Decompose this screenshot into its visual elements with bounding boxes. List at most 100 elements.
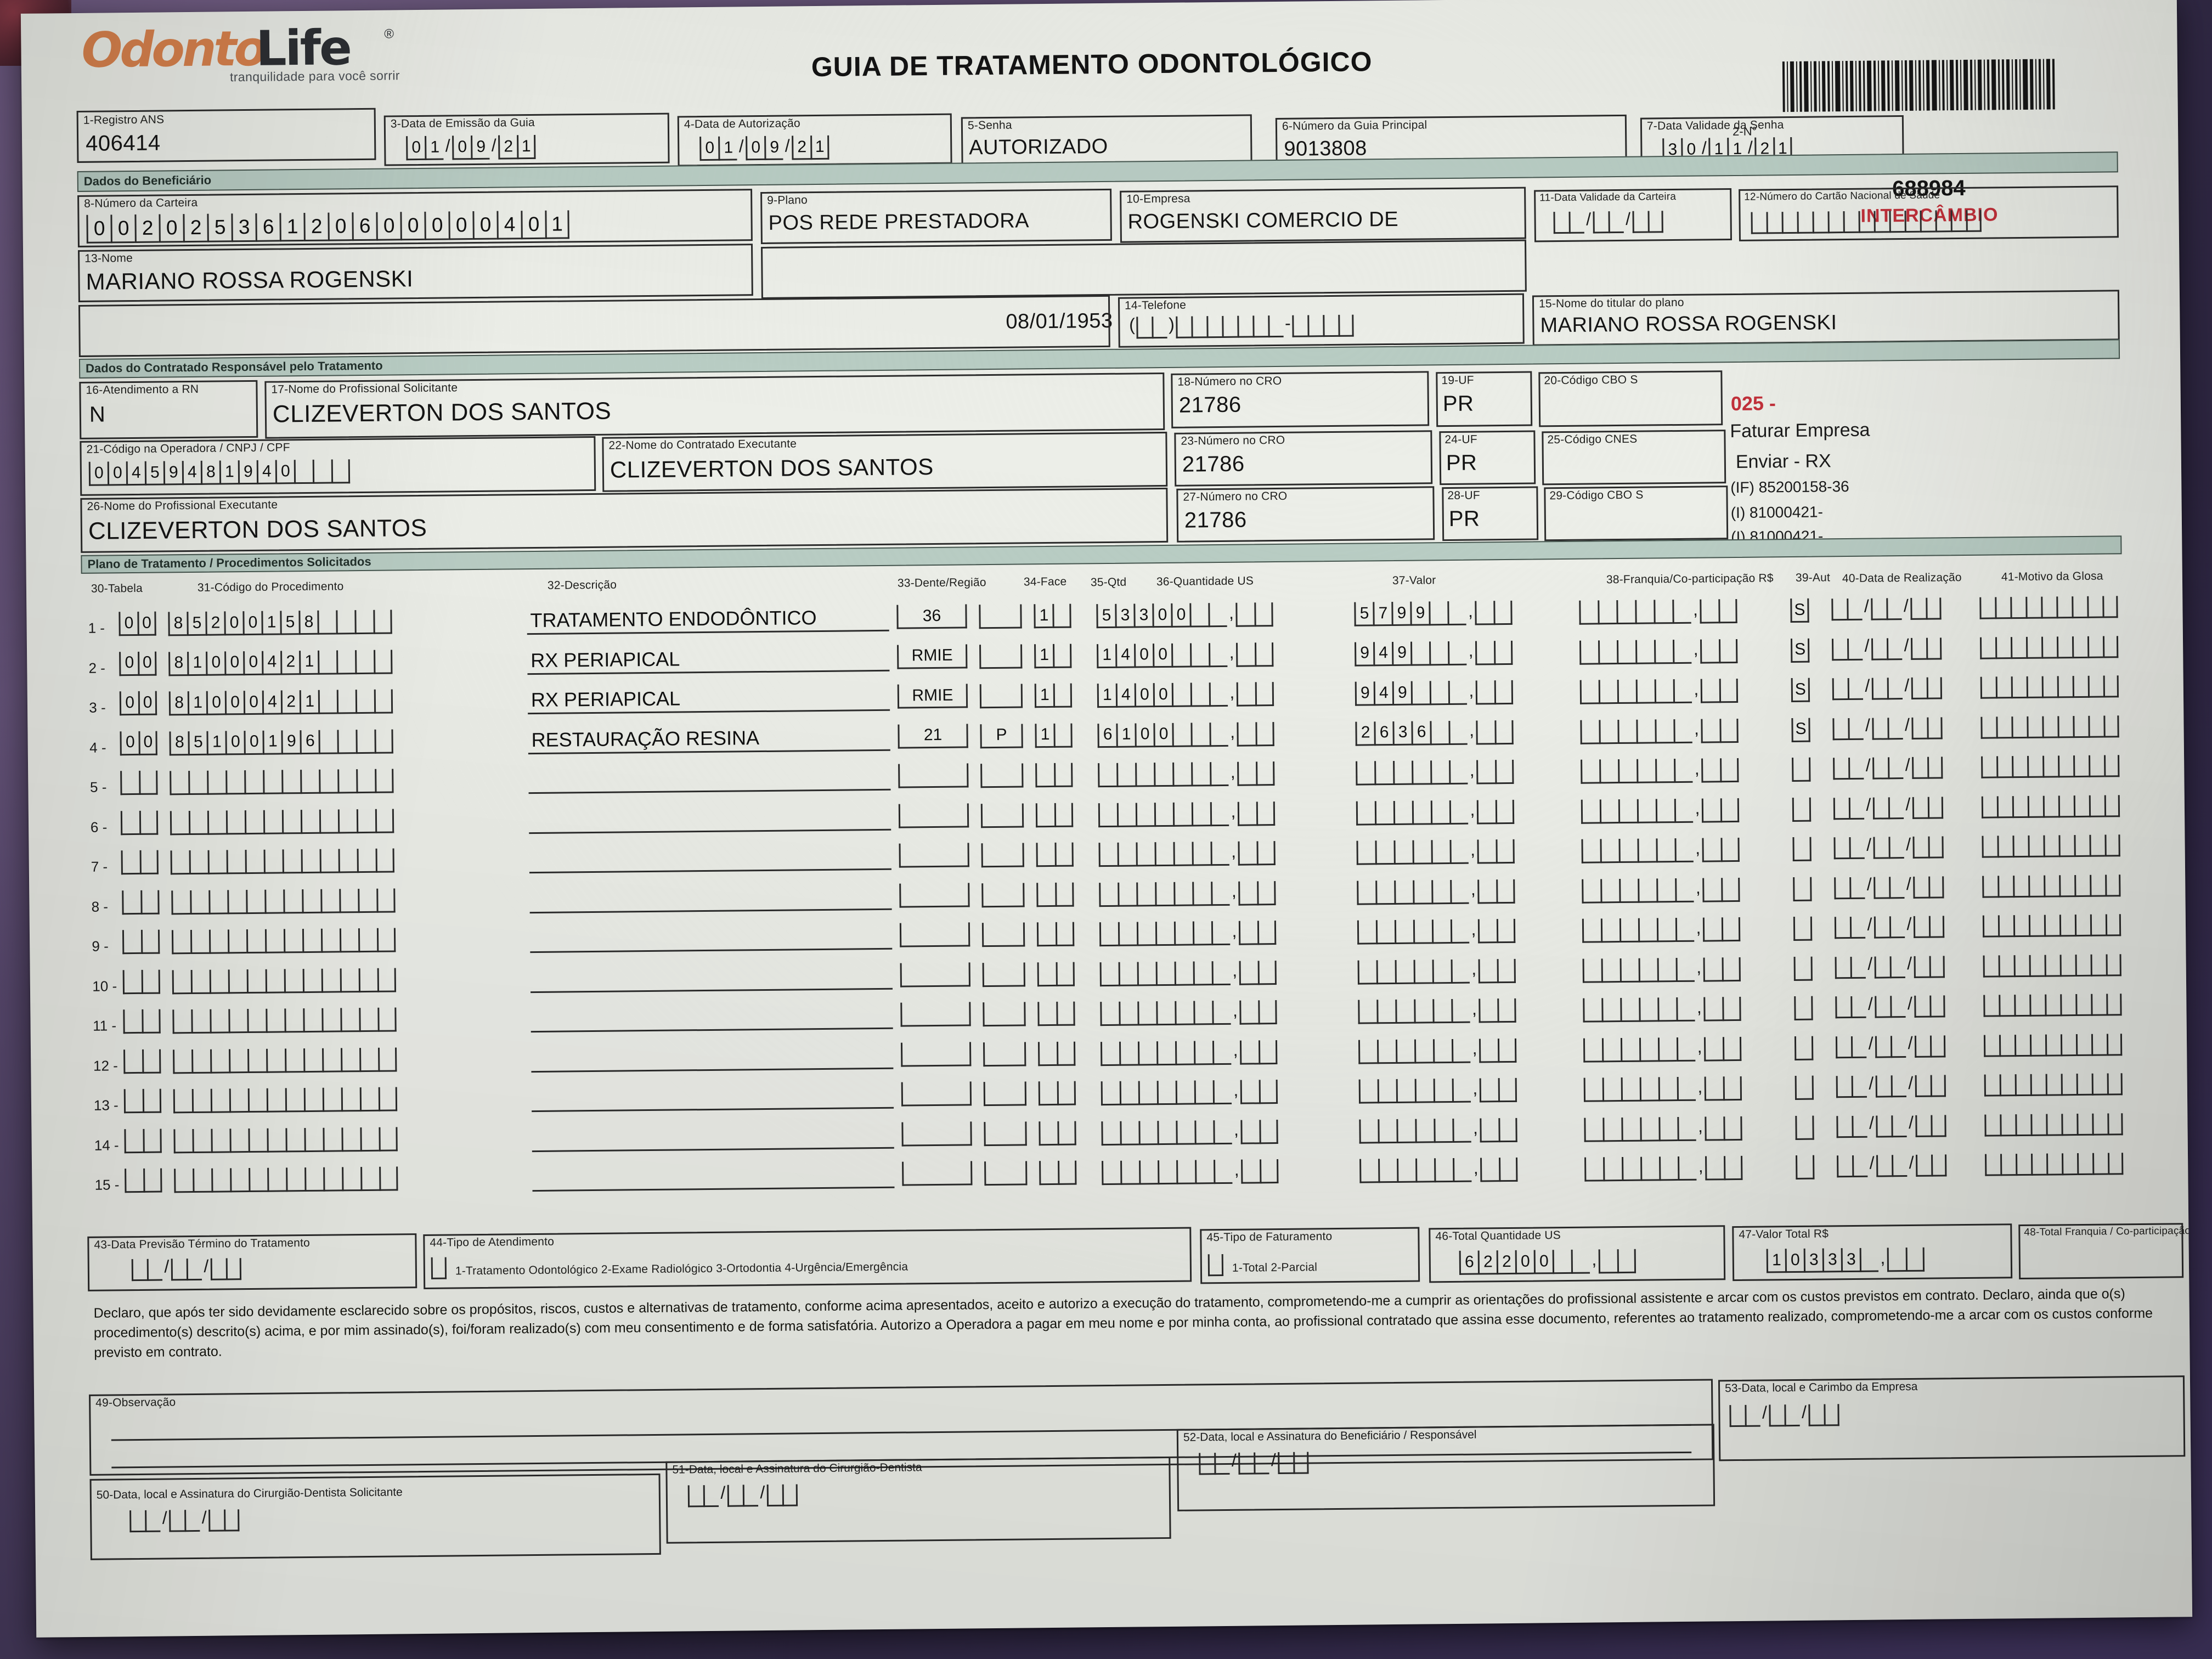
digit-cell[interactable] [122, 969, 142, 994]
digit-cell[interactable] [210, 1048, 229, 1074]
digit-cell[interactable] [1658, 1116, 1678, 1141]
digit-cell[interactable] [2089, 755, 2104, 777]
aut-value[interactable] [1796, 1155, 1815, 1180]
digit-cell[interactable] [294, 459, 313, 484]
digit-cell[interactable] [142, 1088, 162, 1113]
digit-cell[interactable] [2030, 1153, 2047, 1176]
digit-cell[interactable] [184, 1509, 200, 1532]
digit-cell[interactable]: 3 [1133, 603, 1153, 628]
digit-cell[interactable] [1889, 876, 1905, 899]
dente-regiao-input[interactable] [900, 962, 970, 988]
digit-cell[interactable] [228, 969, 247, 994]
digit-cell[interactable]: 0 [1152, 643, 1172, 668]
digit-cell[interactable] [318, 690, 337, 714]
digit-cell[interactable] [1980, 676, 1996, 699]
digit-cell[interactable] [170, 810, 189, 835]
digit-cell[interactable] [1451, 1039, 1471, 1063]
face-value[interactable] [982, 962, 1025, 987]
digit-group[interactable]: , [1099, 921, 1277, 947]
digit-cell[interactable]: 0 [1171, 603, 1190, 628]
digit-group[interactable]: , [1583, 1076, 1742, 1102]
digit-cell[interactable]: 0 [1152, 603, 1171, 628]
digit-cell[interactable] [1447, 641, 1467, 665]
dente-value[interactable]: RMIE [897, 684, 968, 709]
digit-cell[interactable] [1654, 679, 1674, 704]
digit-cell[interactable] [373, 610, 392, 634]
digit-cell[interactable] [1415, 1158, 1435, 1183]
digit-group[interactable]: , [1582, 917, 1741, 943]
digit-cell[interactable]: 1 [219, 460, 239, 485]
digit-group[interactable] [1985, 1153, 2124, 1176]
digit-cell[interactable]: 9 [281, 730, 301, 754]
digit-cell[interactable] [302, 928, 321, 953]
digit-cell[interactable] [1174, 961, 1193, 986]
digit-group[interactable] [1981, 794, 2120, 819]
digit-cell[interactable] [1833, 837, 1849, 860]
digit-cell[interactable] [1035, 803, 1055, 827]
digit-cell[interactable] [1872, 717, 1888, 740]
digit-cell[interactable]: 0 [138, 731, 158, 755]
digit-cell[interactable] [1618, 799, 1638, 823]
digit-cell[interactable] [173, 1128, 193, 1153]
digit-cell[interactable] [2057, 715, 2073, 738]
digit-cell[interactable] [341, 1087, 360, 1112]
dente-value[interactable] [900, 1002, 971, 1027]
digit-group[interactable]: , [1357, 918, 1516, 945]
digit-cell[interactable]: 1 [1097, 683, 1116, 708]
digit-cell[interactable] [1640, 1116, 1659, 1142]
digit-cell[interactable]: 0 [110, 214, 135, 244]
digit-cell[interactable] [359, 1087, 379, 1112]
digit-group[interactable] [1984, 1113, 2123, 1137]
digit-cell[interactable] [336, 610, 355, 635]
digit-cell[interactable] [1996, 795, 2013, 818]
digit-cell[interactable] [267, 1167, 286, 1192]
digit-cell[interactable] [1212, 1040, 1232, 1065]
digit-cell[interactable] [1479, 998, 1498, 1023]
digit-cell[interactable]: 6 [352, 212, 376, 241]
digit-group[interactable]: / / [1835, 953, 1945, 979]
digit-cell[interactable] [1635, 600, 1654, 624]
digit-cell[interactable] [1210, 761, 1229, 787]
digit-cell[interactable] [1194, 1080, 1214, 1105]
digit-cell[interactable] [1721, 877, 1740, 902]
digit-cell[interactable] [2073, 755, 2089, 778]
digit-cell[interactable] [1100, 1001, 1119, 1026]
digit-cell[interactable] [229, 1088, 249, 1113]
aut-value[interactable]: S [1790, 598, 1809, 623]
digit-cell[interactable] [1582, 918, 1601, 943]
digit-cell[interactable] [1158, 1160, 1177, 1185]
digit-group[interactable]: / / [1836, 1073, 1946, 1098]
digit-cell[interactable] [207, 770, 226, 795]
digit-cell[interactable] [1475, 640, 1494, 665]
digit-cell[interactable] [170, 771, 189, 795]
aut-value[interactable]: S [1791, 678, 1810, 703]
digit-cell[interactable] [1580, 719, 1599, 744]
digit-cell[interactable] [281, 770, 301, 794]
digit-cell[interactable]: 0 [138, 651, 157, 676]
digit-cell[interactable] [1098, 803, 1118, 827]
digit-cell[interactable] [244, 770, 263, 795]
digit-cell[interactable] [1036, 842, 1055, 867]
digit-cell[interactable] [1638, 957, 1657, 983]
digit-cell[interactable] [1378, 1158, 1397, 1183]
descricao-underline[interactable] [531, 1028, 893, 1033]
digit-group[interactable] [1983, 994, 2122, 1017]
face-value[interactable] [983, 1041, 1026, 1066]
data-autorizacao-input[interactable]: 0 1/0 9/2 1 [699, 135, 830, 161]
digit-cell[interactable]: 5 [188, 731, 207, 755]
digit-cell[interactable] [338, 849, 358, 873]
digit-cell[interactable] [1496, 879, 1515, 904]
digit-cell[interactable] [245, 889, 265, 914]
digit-cell[interactable] [172, 1009, 191, 1034]
digit-cell[interactable] [1832, 718, 1848, 740]
descricao-underline[interactable] [531, 988, 893, 993]
digit-cell[interactable] [285, 1088, 304, 1113]
digit-cell[interactable] [1639, 997, 1658, 1022]
digit-group[interactable]: , [1356, 799, 1515, 826]
digit-cell[interactable] [2042, 755, 2058, 778]
digit-cell[interactable] [1579, 680, 1599, 704]
digit-cell[interactable]: 1 [1034, 644, 1053, 668]
digit-cell[interactable] [1209, 682, 1228, 707]
